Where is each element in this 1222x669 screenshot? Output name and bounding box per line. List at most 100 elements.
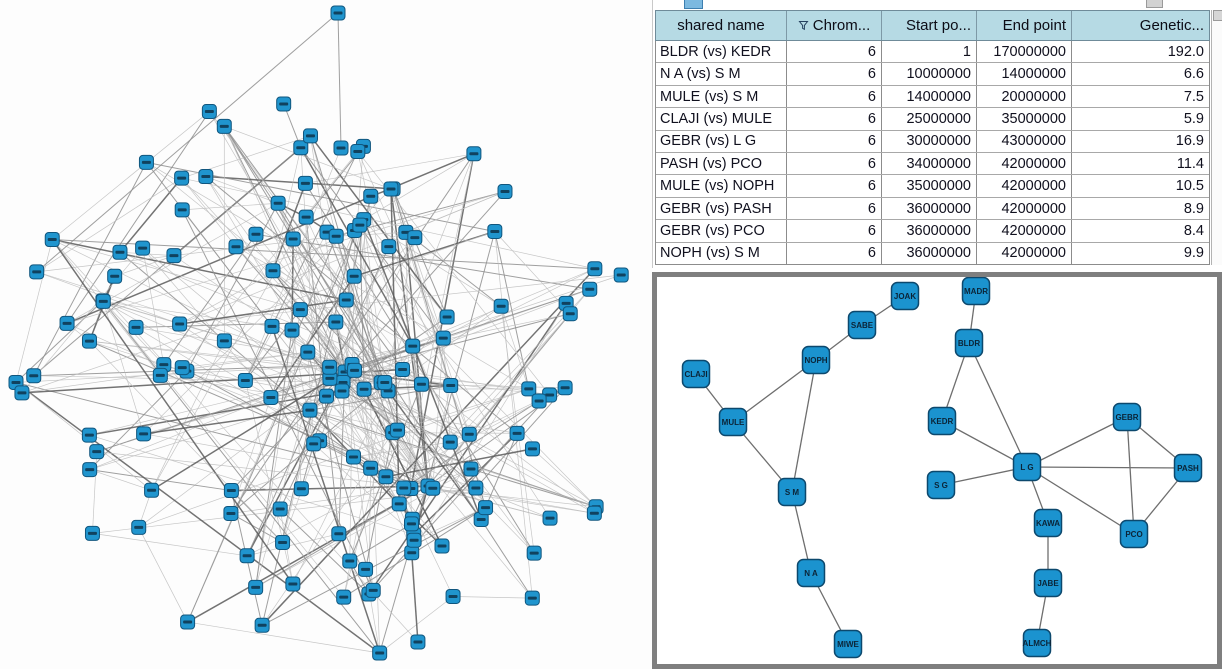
network-node[interactable] (542, 510, 558, 526)
network-node[interactable] (26, 368, 42, 384)
network-node[interactable] (330, 5, 346, 21)
network-edge-NOPH-MULE[interactable] (732, 359, 817, 423)
network-node[interactable] (363, 460, 379, 476)
network-node[interactable] (356, 381, 372, 397)
network-edge-NOPH-SM[interactable] (791, 359, 817, 493)
network-node[interactable] (237, 372, 253, 388)
network-node[interactable] (468, 480, 484, 496)
network-node[interactable] (463, 461, 479, 477)
column-header-chrom[interactable]: Chrom... (787, 11, 882, 40)
network-node[interactable] (531, 393, 547, 409)
network-node[interactable] (509, 425, 525, 441)
network-node[interactable] (44, 232, 60, 248)
network-edge-BLDR-LG[interactable] (968, 342, 1028, 468)
cell-value[interactable]: 35000000 (882, 175, 977, 197)
network-node[interactable] (81, 427, 97, 443)
table-row[interactable]: GEBR (vs) PASH 6 36000000 42000000 8.9 (656, 197, 1209, 221)
network-node[interactable] (466, 146, 482, 162)
network-node[interactable] (298, 209, 314, 225)
network-node-ALMCH[interactable]: ALMCH (1023, 628, 1052, 658)
network-node[interactable] (365, 582, 381, 598)
cell-value[interactable]: 42000000 (977, 220, 1072, 242)
network-node[interactable] (405, 338, 421, 354)
network-node[interactable] (297, 175, 313, 191)
cell-value[interactable]: 14000000 (882, 85, 977, 108)
network-node[interactable] (152, 367, 168, 383)
network-node[interactable] (248, 226, 264, 242)
column-header-start-po[interactable]: Start po... (882, 11, 977, 40)
network-node[interactable] (333, 140, 349, 156)
network-node[interactable] (582, 281, 598, 297)
network-node[interactable] (180, 614, 196, 630)
network-node[interactable] (442, 434, 458, 450)
network-node[interactable] (239, 548, 255, 564)
network-node[interactable] (378, 469, 394, 485)
network-node[interactable] (404, 545, 420, 561)
network-edge-SG-LG[interactable] (940, 466, 1028, 486)
network-node[interactable] (135, 240, 151, 256)
cell-value[interactable]: 35000000 (977, 108, 1072, 130)
network-node[interactable] (128, 319, 144, 335)
network-node[interactable] (346, 449, 362, 465)
network-node[interactable] (587, 261, 603, 277)
column-header-shared-name[interactable]: shared name (656, 11, 787, 40)
network-node[interactable] (406, 532, 422, 548)
network-node[interactable] (293, 481, 309, 497)
network-node[interactable] (29, 264, 45, 280)
cell-value[interactable]: 6 (787, 242, 882, 265)
network-node[interactable] (136, 426, 152, 442)
network-node[interactable] (248, 579, 264, 595)
cell-value[interactable]: 6 (787, 108, 882, 130)
network-node[interactable] (284, 322, 300, 338)
network-edge-GEBR-PCO[interactable] (1126, 416, 1135, 535)
network-node[interactable] (487, 223, 503, 239)
cell-shared-name[interactable]: NOPH (vs) S M (656, 242, 787, 265)
network-node-MULE[interactable]: MULE (718, 407, 748, 437)
cell-value[interactable]: 8.4 (1183, 222, 1204, 239)
filter-icon[interactable] (798, 20, 809, 31)
network-node[interactable] (383, 181, 399, 197)
network-node[interactable] (293, 140, 309, 156)
network-edge-LG-PCO[interactable] (1026, 466, 1135, 535)
cell-value[interactable]: 6 (787, 153, 882, 175)
large-network-canvas[interactable] (0, 0, 652, 669)
network-node[interactable] (439, 309, 455, 325)
network-node[interactable] (493, 298, 509, 314)
network-node[interactable] (391, 496, 407, 512)
network-node[interactable] (342, 553, 358, 569)
cell-value[interactable]: 14000000 (977, 63, 1072, 85)
table-row[interactable]: CLAJI (vs) MULE 6 25000000 35000000 5.9 (656, 108, 1209, 131)
table-row[interactable]: MULE (vs) NOPH 6 35000000 42000000 10.5 (656, 175, 1209, 198)
network-node[interactable] (166, 248, 182, 264)
cell-value[interactable]: 34000000 (882, 153, 977, 175)
network-node[interactable] (322, 370, 338, 386)
network-node[interactable] (328, 228, 344, 244)
network-node[interactable] (435, 330, 451, 346)
network-node[interactable] (461, 426, 477, 442)
network-node[interactable] (521, 381, 537, 397)
cell-value[interactable]: 6 (787, 175, 882, 197)
network-node[interactable] (265, 263, 281, 279)
cell-shared-name[interactable]: GEBR (vs) PASH (656, 197, 787, 220)
network-node[interactable] (524, 590, 540, 606)
cell-value[interactable]: 36000000 (882, 220, 977, 242)
network-node[interactable] (526, 545, 542, 561)
network-node[interactable] (174, 360, 190, 376)
network-node[interactable] (292, 302, 308, 318)
network-node[interactable] (174, 170, 190, 186)
network-node[interactable] (112, 244, 128, 260)
cell-value[interactable]: 5.9 (1183, 110, 1204, 127)
cell-value[interactable]: 6 (787, 130, 882, 153)
network-node[interactable] (396, 480, 412, 496)
cell-shared-name[interactable]: CLAJI (vs) MULE (656, 108, 787, 130)
network-node-MIWE[interactable]: MIWE (833, 629, 863, 659)
network-node-SABE[interactable]: SABE (847, 310, 877, 340)
cell-shared-name[interactable]: PASH (vs) PCO (656, 153, 787, 175)
network-node[interactable] (198, 169, 214, 185)
network-node[interactable] (336, 589, 352, 605)
table-row[interactable]: GEBR (vs) L G 6 30000000 43000000 16.9 (656, 130, 1209, 154)
table-row[interactable]: PASH (vs) PCO 6 34000000 42000000 11.4 (656, 153, 1209, 176)
network-node[interactable] (272, 501, 288, 517)
network-node[interactable] (338, 292, 354, 308)
network-node[interactable] (223, 505, 239, 521)
